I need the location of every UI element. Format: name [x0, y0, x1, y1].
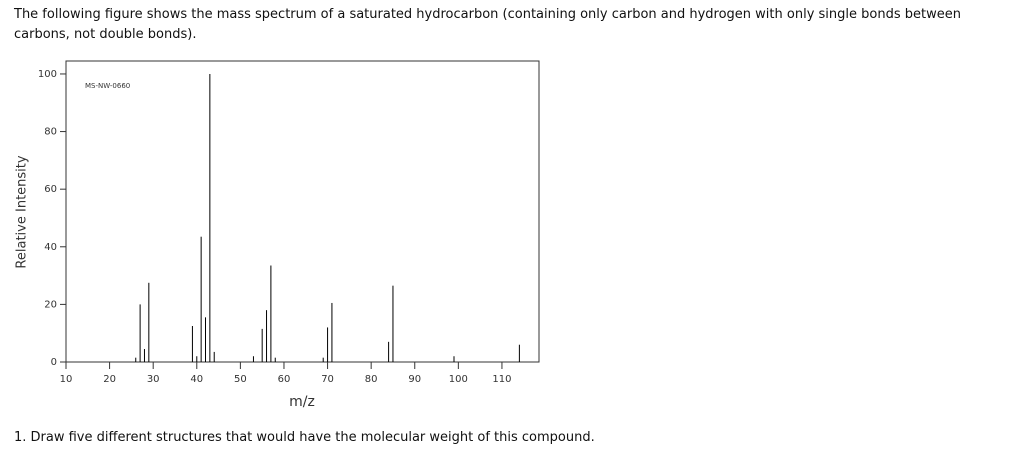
- x-tick-label: 70: [321, 374, 334, 385]
- x-tick-label: 80: [365, 374, 378, 385]
- y-tick-label: 100: [38, 69, 57, 80]
- y-tick-label: 20: [44, 299, 57, 310]
- x-tick-label: 10: [60, 374, 73, 385]
- x-tick-label: 20: [103, 374, 116, 385]
- y-axis-label: Relative Intensity: [15, 155, 30, 268]
- x-tick-label: 30: [147, 374, 160, 385]
- plot-frame: [65, 60, 540, 363]
- question-text: 1. Draw five different structures that w…: [14, 430, 595, 445]
- y-tick-label: 40: [44, 242, 57, 253]
- x-tick-label: 40: [190, 374, 203, 385]
- y-tick-label: 60: [44, 184, 57, 195]
- x-tick-label: 90: [408, 374, 421, 385]
- annotation: MS-NW-0660: [85, 82, 130, 90]
- y-tick-label: 0: [51, 357, 57, 368]
- x-axis-label: m/z: [289, 394, 315, 410]
- y-tick-label: 80: [44, 127, 57, 138]
- x-tick-label: 60: [278, 374, 291, 385]
- intro-text: The following figure shows the mass spec…: [14, 7, 961, 42]
- x-tick-label: 100: [449, 374, 468, 385]
- x-tick-label: 110: [492, 374, 511, 385]
- x-tick-label: 50: [234, 374, 247, 385]
